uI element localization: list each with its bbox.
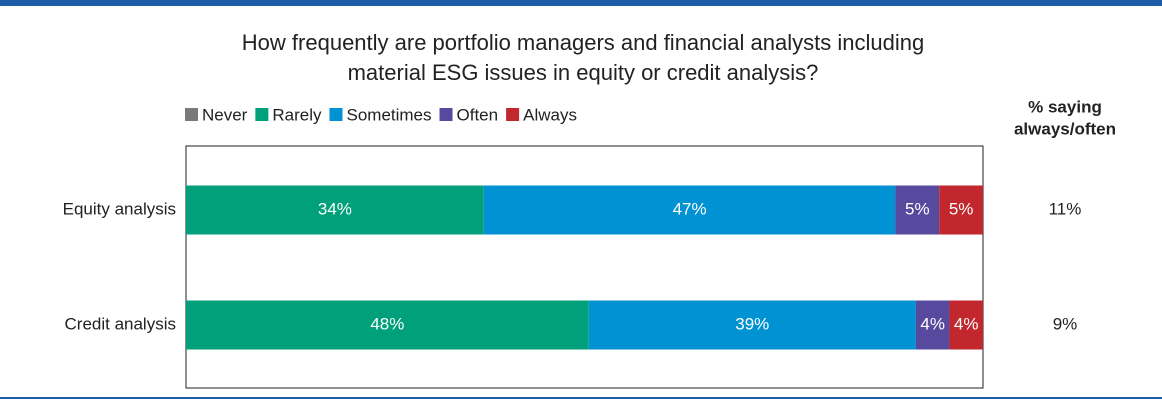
top-band [0, 0, 1162, 6]
legend-swatch [329, 108, 343, 121]
plot-frame [185, 145, 984, 389]
data-label: 5% [949, 199, 974, 218]
chart-title: How frequently are portfolio managers an… [241, 30, 925, 85]
bar-segment [895, 185, 940, 235]
legend-label: Never [202, 105, 248, 124]
data-label: 5% [905, 199, 930, 218]
side-value: 9% [1053, 314, 1078, 333]
legend-label: Often [457, 105, 499, 124]
bar-segment [915, 300, 950, 350]
bar-segment [186, 300, 589, 350]
data-label: 48% [370, 314, 404, 333]
bar-segment [939, 185, 983, 235]
legend-swatch [255, 108, 269, 121]
side-header: always/often [1014, 119, 1116, 138]
legend-swatch [506, 108, 520, 121]
data-label: 4% [954, 314, 979, 333]
legend-swatch [439, 108, 453, 121]
bottom-rule [0, 397, 1162, 399]
side-value: 11% [1049, 199, 1082, 218]
legend-label: Always [523, 105, 577, 124]
bar-segment [483, 185, 896, 235]
data-label: 34% [318, 199, 352, 218]
legend-swatch [185, 108, 198, 121]
bar-segment [186, 185, 484, 235]
bar-segment [588, 300, 916, 350]
legend-label: Rarely [272, 105, 322, 124]
data-label: 47% [673, 199, 707, 218]
side-header: % saying [1028, 97, 1102, 116]
data-label: 39% [735, 314, 769, 333]
legend-label: Sometimes [346, 105, 431, 124]
y-tick-label: Equity analysis [63, 199, 176, 218]
bar-segment [949, 300, 983, 350]
y-tick-label: Credit analysis [65, 314, 177, 333]
data-label: 4% [920, 314, 945, 333]
